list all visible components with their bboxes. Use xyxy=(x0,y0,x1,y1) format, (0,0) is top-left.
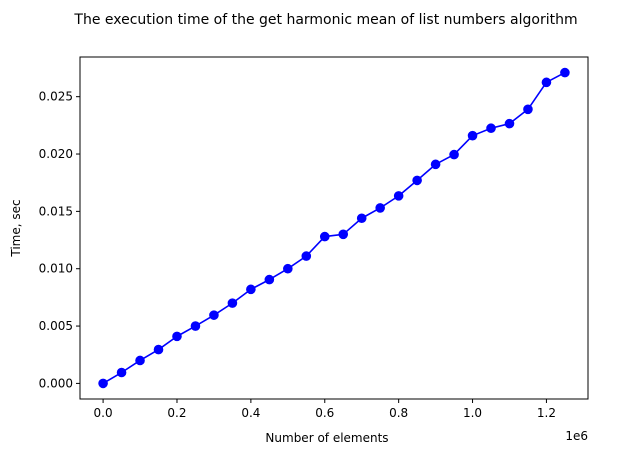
data-point xyxy=(541,77,552,88)
x-tick-label: 0.2 xyxy=(167,406,186,420)
x-tick-label: 0.4 xyxy=(241,406,260,420)
data-point xyxy=(227,298,238,308)
x-axis-offset-label: 1e6 xyxy=(565,429,588,443)
y-tick-label: 0.000 xyxy=(39,376,73,390)
x-axis-ticks: 0.0 0.2 0.4 0.6 0.8 1.0 1.2 xyxy=(94,399,556,420)
data-point xyxy=(283,263,293,274)
x-tick-label: 1.2 xyxy=(537,406,556,420)
data-point xyxy=(246,284,256,295)
x-tick-label: 0.0 xyxy=(94,406,113,420)
data-point xyxy=(116,367,127,378)
data-point xyxy=(412,175,422,186)
y-tick-label: 0.025 xyxy=(39,90,73,104)
data-point xyxy=(356,213,367,224)
data-point xyxy=(301,251,312,261)
y-tick-label: 0.005 xyxy=(39,319,73,333)
y-tick-label: 0.010 xyxy=(39,262,73,276)
data-point xyxy=(172,331,182,342)
data-point xyxy=(486,123,496,134)
data-point xyxy=(523,104,533,115)
data-point xyxy=(560,67,570,78)
data-point xyxy=(430,159,441,170)
data-point xyxy=(393,191,404,201)
y-tick-label: 0.020 xyxy=(39,147,73,161)
data-point xyxy=(338,229,349,240)
x-tick-label: 1.0 xyxy=(463,406,482,420)
plot-area xyxy=(98,67,570,389)
data-point xyxy=(190,321,201,331)
chart-title: The execution time of the get harmonic m… xyxy=(73,12,577,28)
data-point xyxy=(209,310,219,320)
data-point xyxy=(375,203,385,213)
x-tick-label: 0.8 xyxy=(389,406,408,420)
data-point xyxy=(264,274,275,285)
x-tick-label: 0.6 xyxy=(315,406,334,420)
data-point xyxy=(319,231,330,242)
y-tick-label: 0.015 xyxy=(39,204,73,218)
y-axis-label: Time, sec xyxy=(9,199,23,257)
data-point xyxy=(98,378,108,389)
axes-frame xyxy=(79,56,589,400)
data-point xyxy=(504,118,515,129)
data-point xyxy=(153,344,164,355)
data-point xyxy=(449,149,459,160)
data-point xyxy=(135,355,145,366)
data-point xyxy=(467,130,478,141)
x-axis-label: Number of elements xyxy=(265,431,388,445)
y-axis-ticks: 0.000 0.005 0.010 0.015 0.020 0.025 xyxy=(39,90,80,390)
